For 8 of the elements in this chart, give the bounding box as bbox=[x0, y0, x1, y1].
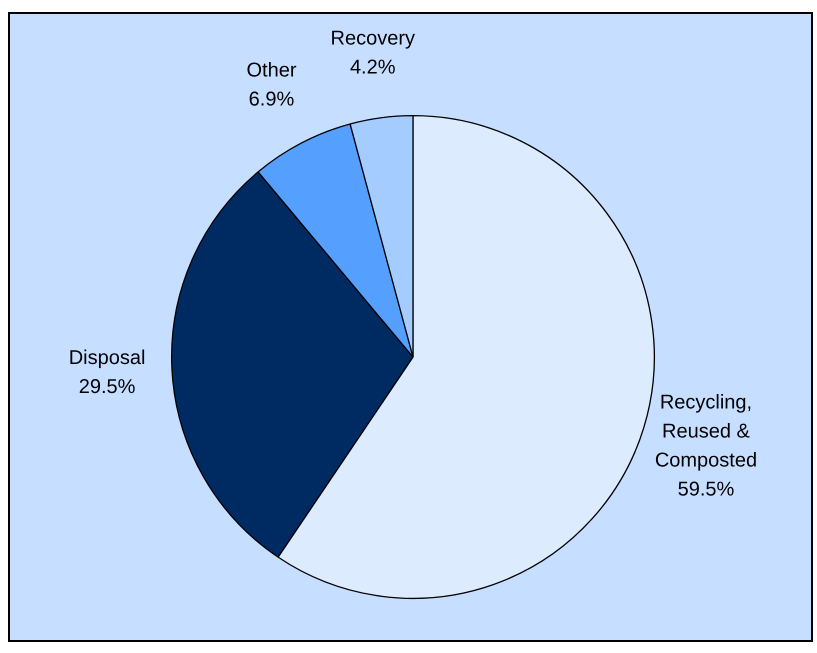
data-label: 29.5% bbox=[78, 376, 136, 398]
data-label: 59.5% bbox=[678, 478, 735, 501]
data-label: 4.2% bbox=[350, 56, 396, 78]
slice-label: Recycling, Reused & Composted bbox=[654, 392, 758, 472]
slice-label: Other bbox=[246, 59, 297, 82]
slice-label: Disposal bbox=[68, 346, 146, 369]
data-label: 6.9% bbox=[248, 88, 294, 110]
slice-label: Recovery bbox=[330, 27, 415, 50]
